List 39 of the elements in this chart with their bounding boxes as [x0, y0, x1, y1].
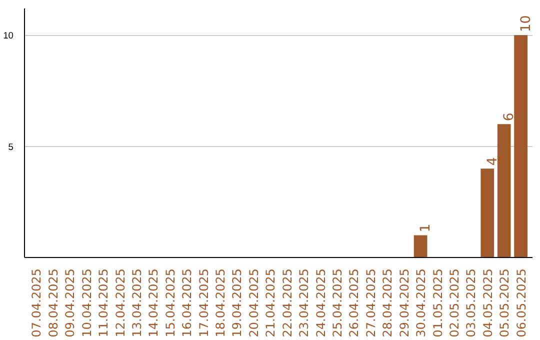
x-tick-label: 15.04.2025 — [163, 268, 178, 338]
bar — [414, 235, 428, 258]
x-tick-label: 01.05.2025 — [430, 268, 445, 338]
x-tick-label: 12.04.2025 — [113, 268, 128, 338]
x-tick-label: 29.04.2025 — [397, 268, 412, 338]
x-tick-label: 05.05.2025 — [498, 268, 512, 338]
x-tick-label: 09.04.2025 — [63, 268, 78, 338]
x-tick-label: 23.04.2025 — [297, 268, 312, 338]
y-tick-label: 5 — [8, 142, 14, 152]
x-tick-label: 27.04.2025 — [364, 268, 378, 338]
x-tick-label: 11.04.2025 — [96, 268, 111, 338]
x-tick-label: 21.04.2025 — [264, 268, 278, 338]
x-tick-label: 30.04.2025 — [414, 268, 428, 338]
x-tick-label: 17.04.2025 — [196, 268, 211, 338]
bar — [497, 124, 511, 258]
x-tick-label: 28.04.2025 — [380, 268, 395, 338]
data-label: 1 — [418, 224, 434, 232]
x-tick-label: 10.04.2025 — [80, 268, 94, 338]
data-label: 4 — [485, 157, 500, 166]
x-tick-label: 13.04.2025 — [130, 268, 144, 338]
x-tick-label: 24.04.2025 — [314, 268, 328, 338]
x-tick-label: 04.05.2025 — [480, 268, 495, 338]
x-tick-label: 03.05.2025 — [464, 268, 478, 338]
x-tick-label: 06.05.2025 — [514, 268, 528, 338]
x-tick-label: 08.04.2025 — [46, 268, 60, 338]
x-tick-label: 20.04.2025 — [246, 268, 261, 338]
x-tick-label: 16.04.2025 — [180, 268, 194, 338]
x-tick-label: 25.04.2025 — [330, 268, 344, 338]
data-label: 6 — [502, 112, 518, 122]
x-tick-label: 19.04.2025 — [230, 268, 244, 338]
data-label: 10 — [518, 15, 534, 32]
x-tick-label: 18.04.2025 — [214, 268, 228, 338]
x-tick-label: 07.04.2025 — [30, 268, 44, 338]
x-tick-label: 14.04.2025 — [146, 268, 161, 338]
bar — [480, 168, 494, 258]
x-tick-label: 02.05.2025 — [447, 268, 462, 338]
bar — [514, 35, 528, 258]
x-tick-label: 26.04.2025 — [347, 268, 362, 338]
x-tick-label: 22.04.2025 — [280, 268, 294, 338]
